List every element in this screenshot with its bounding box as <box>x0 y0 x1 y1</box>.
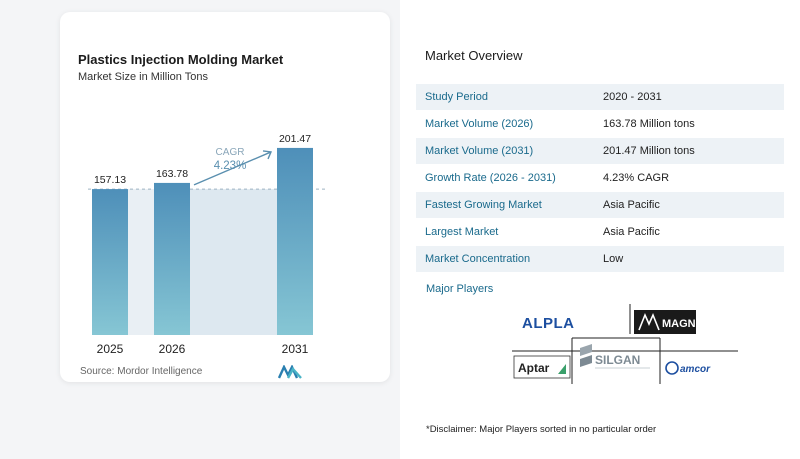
bar-2025 <box>92 189 128 335</box>
silgan-logo: SILGAN <box>580 344 650 369</box>
chart-title: Plastics Injection Molding Market <box>78 52 284 67</box>
bar-value-label: 163.78 <box>156 168 188 180</box>
logo-alpla: ALPLA <box>522 315 575 332</box>
row-label: Market Concentration <box>425 253 531 265</box>
row-value: 201.47 Million tons <box>603 145 695 157</box>
chart-subtitle: Market Size in Million Tons <box>78 71 209 83</box>
major-players-title: Major Players <box>426 283 494 295</box>
bar-2026 <box>154 182 190 335</box>
projection-shade <box>190 189 277 335</box>
logo-aptar: Aptar <box>518 361 550 375</box>
row-value: Low <box>603 253 624 265</box>
x-tick-label: 2026 <box>159 342 186 356</box>
bar-value-label: 201.47 <box>279 133 311 145</box>
table-row: Fastest Growing Market Asia Pacific <box>416 192 784 219</box>
arrow-head-icon <box>262 150 273 160</box>
cagr-arrow <box>193 151 272 186</box>
cagr-label: CAGR <box>216 147 245 158</box>
source-text: Source: Mordor Intelligence <box>80 366 203 377</box>
row-label: Market Volume (2031) <box>425 145 534 157</box>
table-row: Market Volume (2026) 163.78 Million tons <box>416 111 784 138</box>
logo-amcor: amcor <box>680 364 711 375</box>
cagr-value: 4.23% <box>214 160 247 172</box>
market-overview-panel: Market Overview Study Period 2020 - 2031… <box>400 0 800 459</box>
row-value: Asia Pacific <box>603 199 660 211</box>
bar-chart: 157.13 2025 163.78 2026 201.47 2031 CAGR 4.23% <box>88 133 327 356</box>
disclaimer: *Disclaimer: Major Players sorted in no … <box>426 424 657 435</box>
row-label: Largest Market <box>425 226 499 238</box>
players-logos: ALPLA MAGNA Aptar SILGAN amcor <box>512 304 738 384</box>
table-row: Largest Market Asia Pacific <box>416 219 784 246</box>
row-label: Study Period <box>425 91 488 103</box>
mordor-logo-icon <box>278 365 302 379</box>
table-row: Growth Rate (2026 - 2031) 4.23% CAGR <box>416 165 784 192</box>
logo-silgan: SILGAN <box>595 353 640 367</box>
aptar-mark-icon <box>558 364 566 374</box>
row-label: Growth Rate (2026 - 2031) <box>425 172 556 184</box>
row-value: 2020 - 2031 <box>603 91 662 103</box>
logo-magna: MAGNA <box>662 318 704 330</box>
bar-value-label: 157.13 <box>94 174 126 186</box>
gap-shade <box>128 189 154 335</box>
row-value: 4.23% CAGR <box>603 172 670 184</box>
table-row: Market Volume (2031) 201.47 Million tons <box>416 138 784 165</box>
overview-title: Market Overview <box>425 48 523 63</box>
chart-card: Plastics Injection Molding Market Market… <box>60 12 390 382</box>
row-value: Asia Pacific <box>603 226 660 238</box>
magna-mark-icon <box>638 312 660 331</box>
bar-2031 <box>277 147 313 335</box>
amcor-mark-icon <box>665 361 679 375</box>
row-label: Market Volume (2026) <box>425 118 534 130</box>
x-tick-label: 2031 <box>282 342 309 356</box>
overview-table: Study Period 2020 - 2031 Market Volume (… <box>416 84 784 273</box>
row-label: Fastest Growing Market <box>425 199 542 211</box>
table-row: Study Period 2020 - 2031 <box>416 84 784 111</box>
row-value: 163.78 Million tons <box>603 118 695 130</box>
table-row: Market Concentration Low <box>416 246 784 273</box>
x-tick-label: 2025 <box>97 342 124 356</box>
